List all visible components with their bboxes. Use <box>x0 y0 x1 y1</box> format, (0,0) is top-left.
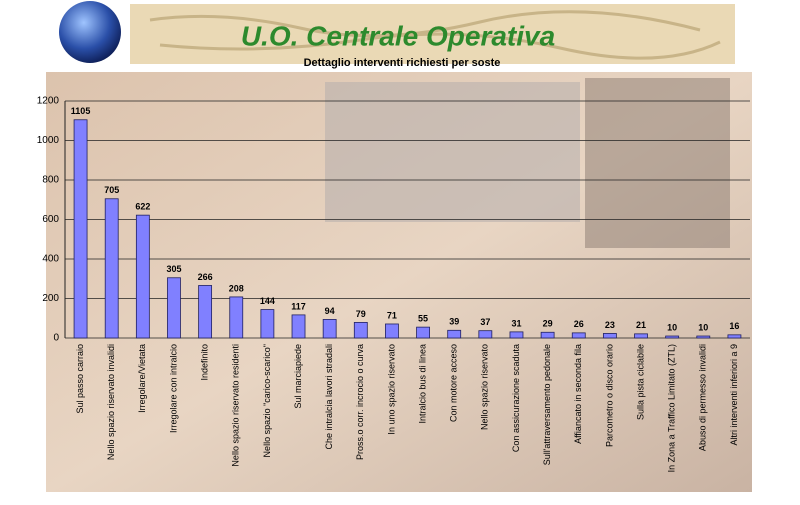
y-tick-label: 0 <box>53 333 59 344</box>
bar <box>385 323 399 339</box>
monitor-wall <box>585 78 730 248</box>
y-tick-label: 1000 <box>37 135 60 146</box>
bar <box>73 119 88 339</box>
value-label: 208 <box>229 283 244 293</box>
value-label: 10 <box>667 322 677 332</box>
x-tick-label: Intralcio bus di linea <box>417 344 427 424</box>
bar <box>634 333 648 339</box>
x-tick-label: Con assicurazione scaduta <box>511 344 521 452</box>
y-tick-label: 800 <box>42 175 59 186</box>
bar <box>540 331 555 339</box>
x-tick-label: Nello spazio "carico-scarico" <box>262 344 272 457</box>
value-label: 26 <box>574 319 584 329</box>
x-tick-label: Altri interventi inferiori a 9 <box>729 344 739 446</box>
x-tick-label: Sul passo carraio <box>75 344 85 414</box>
x-tick-label: Irregolare/Vietata <box>137 344 147 413</box>
bar <box>727 334 742 339</box>
bar <box>602 333 617 339</box>
x-tick-label: Pross.o corr. incrocio o curva <box>355 344 365 460</box>
value-label: 16 <box>729 321 739 331</box>
x-tick-label: Con motore acceso <box>449 344 459 422</box>
bar <box>571 332 586 339</box>
bar <box>665 335 680 339</box>
x-tick-label: Sulla pista ciclabile <box>635 344 645 420</box>
x-tick-label: Che intralcia lavori stradali <box>324 344 334 450</box>
value-label: 29 <box>543 319 553 329</box>
value-label: 21 <box>636 320 646 330</box>
bar <box>447 329 462 339</box>
value-label: 1105 <box>71 106 91 116</box>
x-tick-label: Sul marciapiede <box>293 344 303 409</box>
y-tick-label: 1200 <box>37 96 60 107</box>
x-tick-label: Indefinito <box>199 344 209 381</box>
value-label: 10 <box>698 322 708 332</box>
y-tick-label: 200 <box>42 293 59 304</box>
value-label: 55 <box>418 314 428 324</box>
x-tick-label: Affiancato in seconda fila <box>573 344 583 444</box>
bar <box>353 321 368 339</box>
value-label: 37 <box>480 317 490 327</box>
bar <box>135 214 150 339</box>
value-label: 31 <box>511 318 521 328</box>
page-title: U.O. Centrale Operativa <box>241 20 555 51</box>
x-tick-label: Nello spazio riservato invalidi <box>106 344 116 460</box>
value-label: 79 <box>356 309 366 319</box>
x-tick-label: Abuso di permesso invalidi <box>698 344 708 451</box>
value-label: 23 <box>605 320 615 330</box>
y-tick-label: 600 <box>42 214 59 225</box>
chart-title: Dettaglio interventi richiesti per soste <box>304 57 501 69</box>
x-tick-label: Nello spazio riservato residenti <box>231 344 241 467</box>
bar <box>229 296 244 339</box>
bar <box>291 314 306 339</box>
bar <box>509 331 524 339</box>
x-tick-label: Nello spazio riservato <box>480 344 490 430</box>
value-label: 705 <box>104 185 119 195</box>
banner-map <box>149 10 721 60</box>
x-tick-label: Sull'attraversamento pedonale <box>542 344 552 465</box>
value-label: 39 <box>449 317 459 327</box>
x-tick-label: Parcometro o disco orario <box>604 344 614 447</box>
bar <box>104 198 119 339</box>
y-tick-label: 400 <box>42 254 59 265</box>
value-label: 622 <box>135 202 150 212</box>
bar <box>696 335 711 339</box>
x-tick-label: In uno spazio riservato <box>386 344 396 435</box>
value-label: 117 <box>291 301 306 311</box>
x-tick-label: In Zona a Traffico Limitato (ZTL) <box>667 344 677 472</box>
bar <box>260 309 275 339</box>
value-label: 71 <box>387 310 397 320</box>
bar <box>322 319 337 339</box>
value-label: 94 <box>325 306 335 316</box>
value-label: 144 <box>260 296 275 306</box>
bar <box>416 326 430 339</box>
bar <box>167 277 181 339</box>
bar <box>198 285 213 339</box>
value-label: 266 <box>198 272 213 282</box>
globe-logo <box>59 1 121 63</box>
bar <box>478 330 493 339</box>
monitor-wall <box>325 82 580 222</box>
x-tick-label: Irregolare con intralcio <box>168 344 178 433</box>
value-label: 305 <box>166 264 181 274</box>
